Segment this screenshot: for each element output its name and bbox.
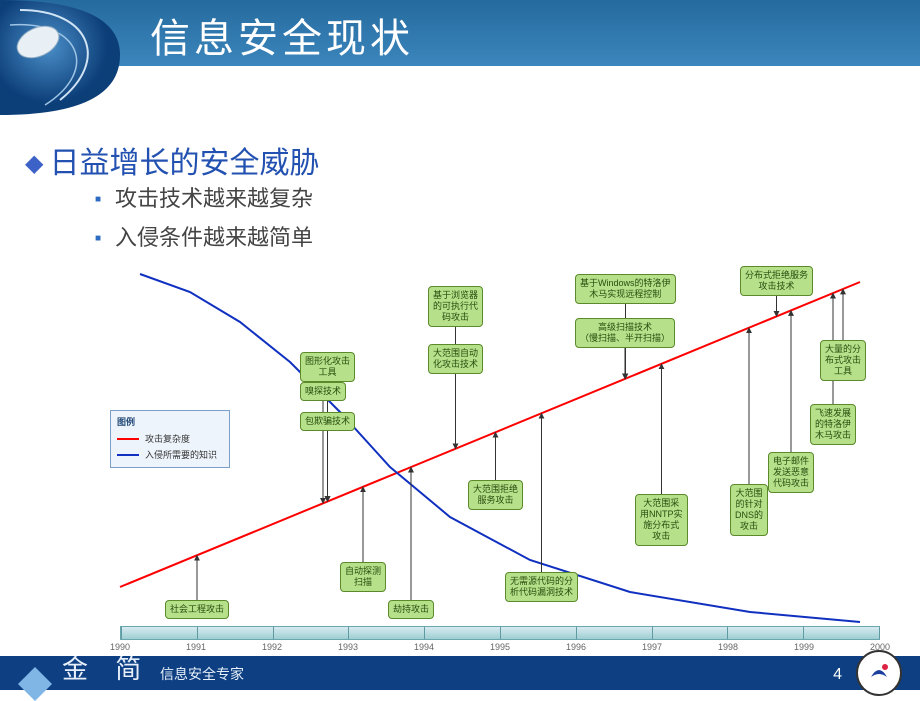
bullet-list: 攻击技术越来越复杂 入侵条件越来越简单 (95, 180, 313, 258)
annotation-box: 无需源代码的分析代码漏洞技术 (505, 572, 578, 602)
legend-item: 攻击复杂度 (117, 432, 223, 445)
slide-title-bar: 信息安全现状 (0, 0, 920, 66)
annotation-box: 飞速发展的特洛伊木马攻击 (810, 404, 856, 445)
threat-timeline-chart: 图例 攻击复杂度 入侵所需要的知识 1990199119921993199419… (110, 262, 890, 654)
bullet-item: 入侵条件越来越简单 (95, 219, 313, 258)
annotation-box: 基于Windows的特洛伊木马实现远程控制 (575, 274, 676, 304)
annotation-box: 大范围自动化攻击技术 (428, 344, 483, 374)
footer-logo-icon (856, 650, 902, 696)
legend-swatch-red (117, 438, 139, 440)
annotation-box: 大范围拒绝服务攻击 (468, 480, 523, 510)
chart-legend: 图例 攻击复杂度 入侵所需要的知识 (110, 410, 230, 468)
timeline-year-labels: 1990199119921993199419951996199719981999… (120, 642, 880, 654)
legend-label: 攻击复杂度 (145, 432, 190, 445)
page-number: 4 (833, 666, 842, 684)
year-tick: 1991 (186, 642, 206, 652)
annotation-box: 包欺骗技术 (300, 412, 355, 431)
year-tick: 1993 (338, 642, 358, 652)
footer-subtitle: 信息安全专家 (160, 664, 244, 684)
year-tick: 1999 (794, 642, 814, 652)
annotation-box: 大量的分布式攻击工具 (820, 340, 866, 381)
timeline-axis (120, 626, 880, 640)
year-tick: 1996 (566, 642, 586, 652)
annotation-box: 基于浏览器的可执行代码攻击 (428, 286, 483, 327)
annotation-box: 分布式拒绝服务攻击技术 (740, 266, 813, 296)
bullet-item: 攻击技术越来越复杂 (95, 180, 313, 219)
annotation-box: 大范围采用NNTP实施分布式攻击 (635, 494, 688, 546)
annotation-box: 社会工程攻击 (165, 600, 229, 619)
legend-swatch-blue (117, 454, 139, 456)
footer-diamond-icon (18, 667, 52, 684)
annotation-box: 嗅探技术 (300, 382, 346, 401)
year-tick: 1994 (414, 642, 434, 652)
slide-footer: 金 简 信息安全专家 4 (0, 656, 920, 690)
year-tick: 1998 (718, 642, 738, 652)
section-heading: 日益增长的安全威胁 (25, 138, 319, 182)
footer-brand: 金 简 (62, 649, 151, 686)
year-tick: 1995 (490, 642, 510, 652)
annotation-box: 高级扫描技术（慢扫描、半开扫描） (575, 318, 675, 348)
year-tick: 1997 (642, 642, 662, 652)
legend-item: 入侵所需要的知识 (117, 448, 223, 461)
annotation-box: 电子邮件发送恶意代码攻击 (768, 452, 814, 493)
legend-label: 入侵所需要的知识 (145, 448, 217, 461)
annotation-box: 图形化攻击工具 (300, 352, 355, 382)
legend-title: 图例 (117, 415, 223, 428)
annotation-box: 大范围的针对DNS的攻击 (730, 484, 768, 536)
annotation-box: 劫持攻击 (388, 600, 434, 619)
annotation-box: 自动探测扫描 (340, 562, 386, 592)
year-tick: 1992 (262, 642, 282, 652)
slide-title: 信息安全现状 (150, 6, 414, 64)
